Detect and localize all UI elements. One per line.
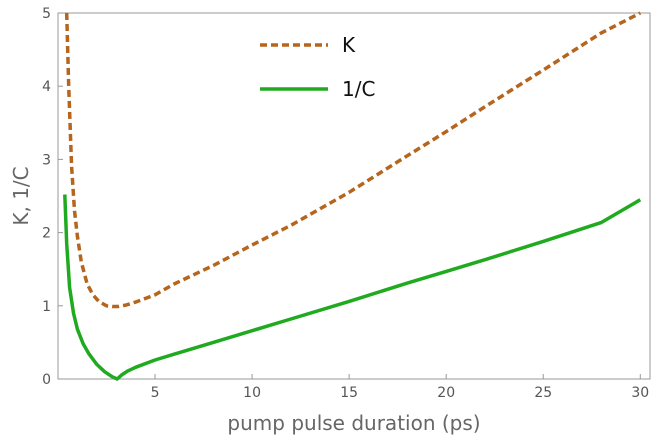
y-tick-label: 5 xyxy=(42,6,51,22)
x-axis-label: pump pulse duration (ps) xyxy=(227,411,480,435)
plot-frame xyxy=(57,12,651,380)
y-axis-label: K, 1/C xyxy=(9,166,33,225)
series-group xyxy=(63,11,642,381)
x-tick-label: 20 xyxy=(437,385,455,401)
ticks: 5 10 15 20 25 30 0 1 2 3 4 5 xyxy=(42,6,649,401)
legend-label: K xyxy=(342,33,356,57)
y-tick-label: 1 xyxy=(42,299,51,315)
y-tick-label: 2 xyxy=(42,226,51,242)
legend: K 1/C xyxy=(260,33,375,101)
x-tick-label: 5 xyxy=(151,385,160,401)
series-line-k xyxy=(64,11,642,309)
series-line-inverse-c xyxy=(63,194,642,381)
x-tick-label: 15 xyxy=(340,385,358,401)
legend-label: 1/C xyxy=(342,77,375,101)
x-tick-label: 30 xyxy=(631,385,649,401)
x-tick-label: 25 xyxy=(534,385,552,401)
y-tick-label: 4 xyxy=(42,79,51,95)
y-tick-label: 0 xyxy=(42,372,51,388)
y-tick-label: 3 xyxy=(42,152,51,168)
x-tick-label: 10 xyxy=(243,385,261,401)
